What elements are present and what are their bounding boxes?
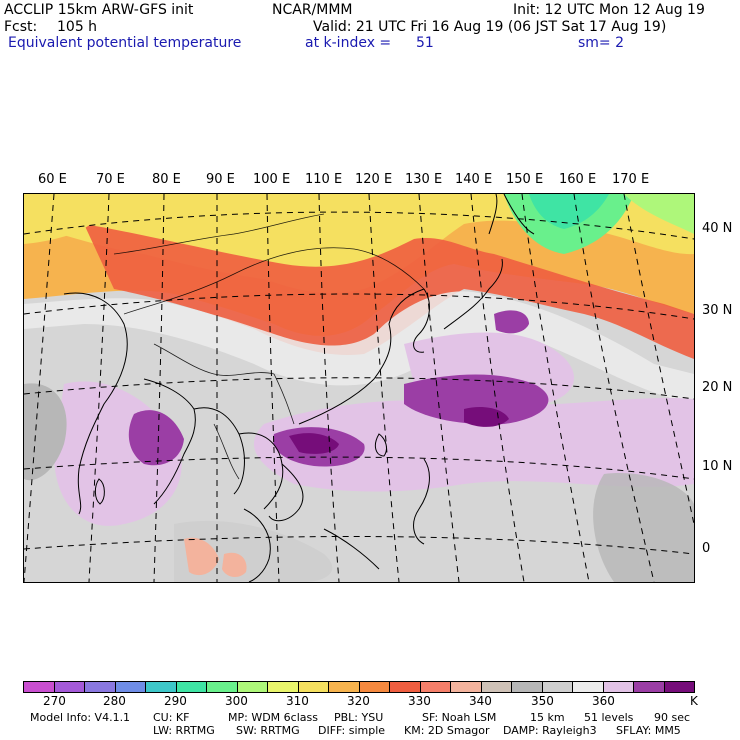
colorbar-cell [573, 682, 604, 692]
colorbar-label-350: 350 [531, 694, 554, 708]
lon-label-60e: 60 E [38, 172, 67, 187]
colorbar-cell [420, 682, 451, 692]
colorbar-cell [146, 682, 177, 692]
colorbar-cell [512, 682, 543, 692]
lon-label-130e: 130 E [405, 172, 443, 187]
colorbar-cell [237, 682, 268, 692]
model-info-km: KM: 2D Smagor [404, 724, 490, 737]
colorbar-cell [329, 682, 360, 692]
colorbar-cell [115, 682, 146, 692]
lon-label-110e: 110 E [305, 172, 343, 187]
lat-label-0: 0 [702, 541, 711, 556]
fcst-value: 105 h [57, 19, 98, 35]
level-value: 51 [416, 35, 434, 51]
borders [113, 213, 425, 480]
lon-label-100e: 100 E [253, 172, 291, 187]
valid-time: Valid: 21 UTC Fri 16 Aug 19 (06 JST Sat … [313, 19, 667, 35]
model-info-version: Model Info: V4.1.1 [30, 711, 131, 724]
map-canvas [24, 194, 694, 582]
colorbar-cell [390, 682, 421, 692]
colorbar-cell [268, 682, 299, 692]
colorbar-cell [298, 682, 329, 692]
colorbar-cell [359, 682, 390, 692]
model-info-damp: DAMP: Rayleigh3 [503, 724, 597, 737]
colorbar-cell [24, 682, 55, 692]
colorbar-cell [176, 682, 207, 692]
map-panel [23, 193, 695, 583]
model-info-sf: SF: Noah LSM [422, 711, 497, 724]
colorbar-cell [664, 682, 694, 692]
graticule [24, 194, 694, 582]
colorbar-cell [481, 682, 512, 692]
model-info-sw: SW: RRTMG [236, 724, 300, 737]
smoothing-label: sm= 2 [578, 35, 625, 51]
colorbar-label-320: 320 [347, 694, 370, 708]
model-info-mp: MP: WDM 6class [228, 711, 318, 724]
model-info-sflay: SFLAY: MM5 [616, 724, 681, 737]
lon-label-80e: 80 E [152, 172, 181, 187]
colorbar-cell [54, 682, 85, 692]
colorbar-label-340: 340 [469, 694, 492, 708]
model-info-cu: CU: KF [153, 711, 190, 724]
lon-label-150e: 150 E [506, 172, 544, 187]
colorbar-cell [634, 682, 665, 692]
colorbar-cell [603, 682, 634, 692]
model-title: ACCLIP 15km ARW-GFS init [4, 2, 194, 18]
lat-label-20n: 20 N [702, 380, 733, 395]
org-label: NCAR/MMM [272, 2, 353, 18]
colorbar-unit: K [690, 694, 698, 708]
lat-label-30n: 30 N [702, 303, 733, 318]
model-info-levels: 51 levels [584, 711, 634, 724]
colorbar-label-270: 270 [43, 694, 66, 708]
lon-label-90e: 90 E [206, 172, 235, 187]
colorbar-label-300: 300 [225, 694, 248, 708]
model-info-pbl: PBL: YSU [334, 711, 384, 724]
colorbar [23, 681, 695, 693]
model-info-resolution: 15 km [530, 711, 565, 724]
field-name: Equivalent potential temperature [8, 35, 242, 51]
model-info-diff: DIFF: simple [318, 724, 386, 737]
colorbar-label-360: 360 [592, 694, 615, 708]
lat-label-10n: 10 N [702, 459, 733, 474]
lat-label-40n: 40 N [702, 221, 733, 236]
lon-label-120e: 120 E [355, 172, 393, 187]
colorbar-label-290: 290 [164, 694, 187, 708]
colorbar-cell [542, 682, 573, 692]
lon-label-160e: 160 E [559, 172, 597, 187]
colorbar-cell [85, 682, 116, 692]
lon-label-170e: 170 E [612, 172, 650, 187]
colorbar-cell [207, 682, 238, 692]
colorbar-cell [451, 682, 482, 692]
model-info-lw: LW: RRTMG [153, 724, 215, 737]
model-info-timestep: 90 sec [654, 711, 691, 724]
level-label: at k-index = [305, 35, 392, 51]
colorbar-label-280: 280 [103, 694, 126, 708]
fcst-label: Fcst: [4, 19, 38, 35]
init-time: Init: 12 UTC Mon 12 Aug 19 [513, 2, 705, 18]
colorbar-label-310: 310 [286, 694, 309, 708]
lon-label-140e: 140 E [455, 172, 493, 187]
lon-label-70e: 70 E [96, 172, 125, 187]
colorbar-label-330: 330 [408, 694, 431, 708]
coastlines [63, 194, 535, 582]
